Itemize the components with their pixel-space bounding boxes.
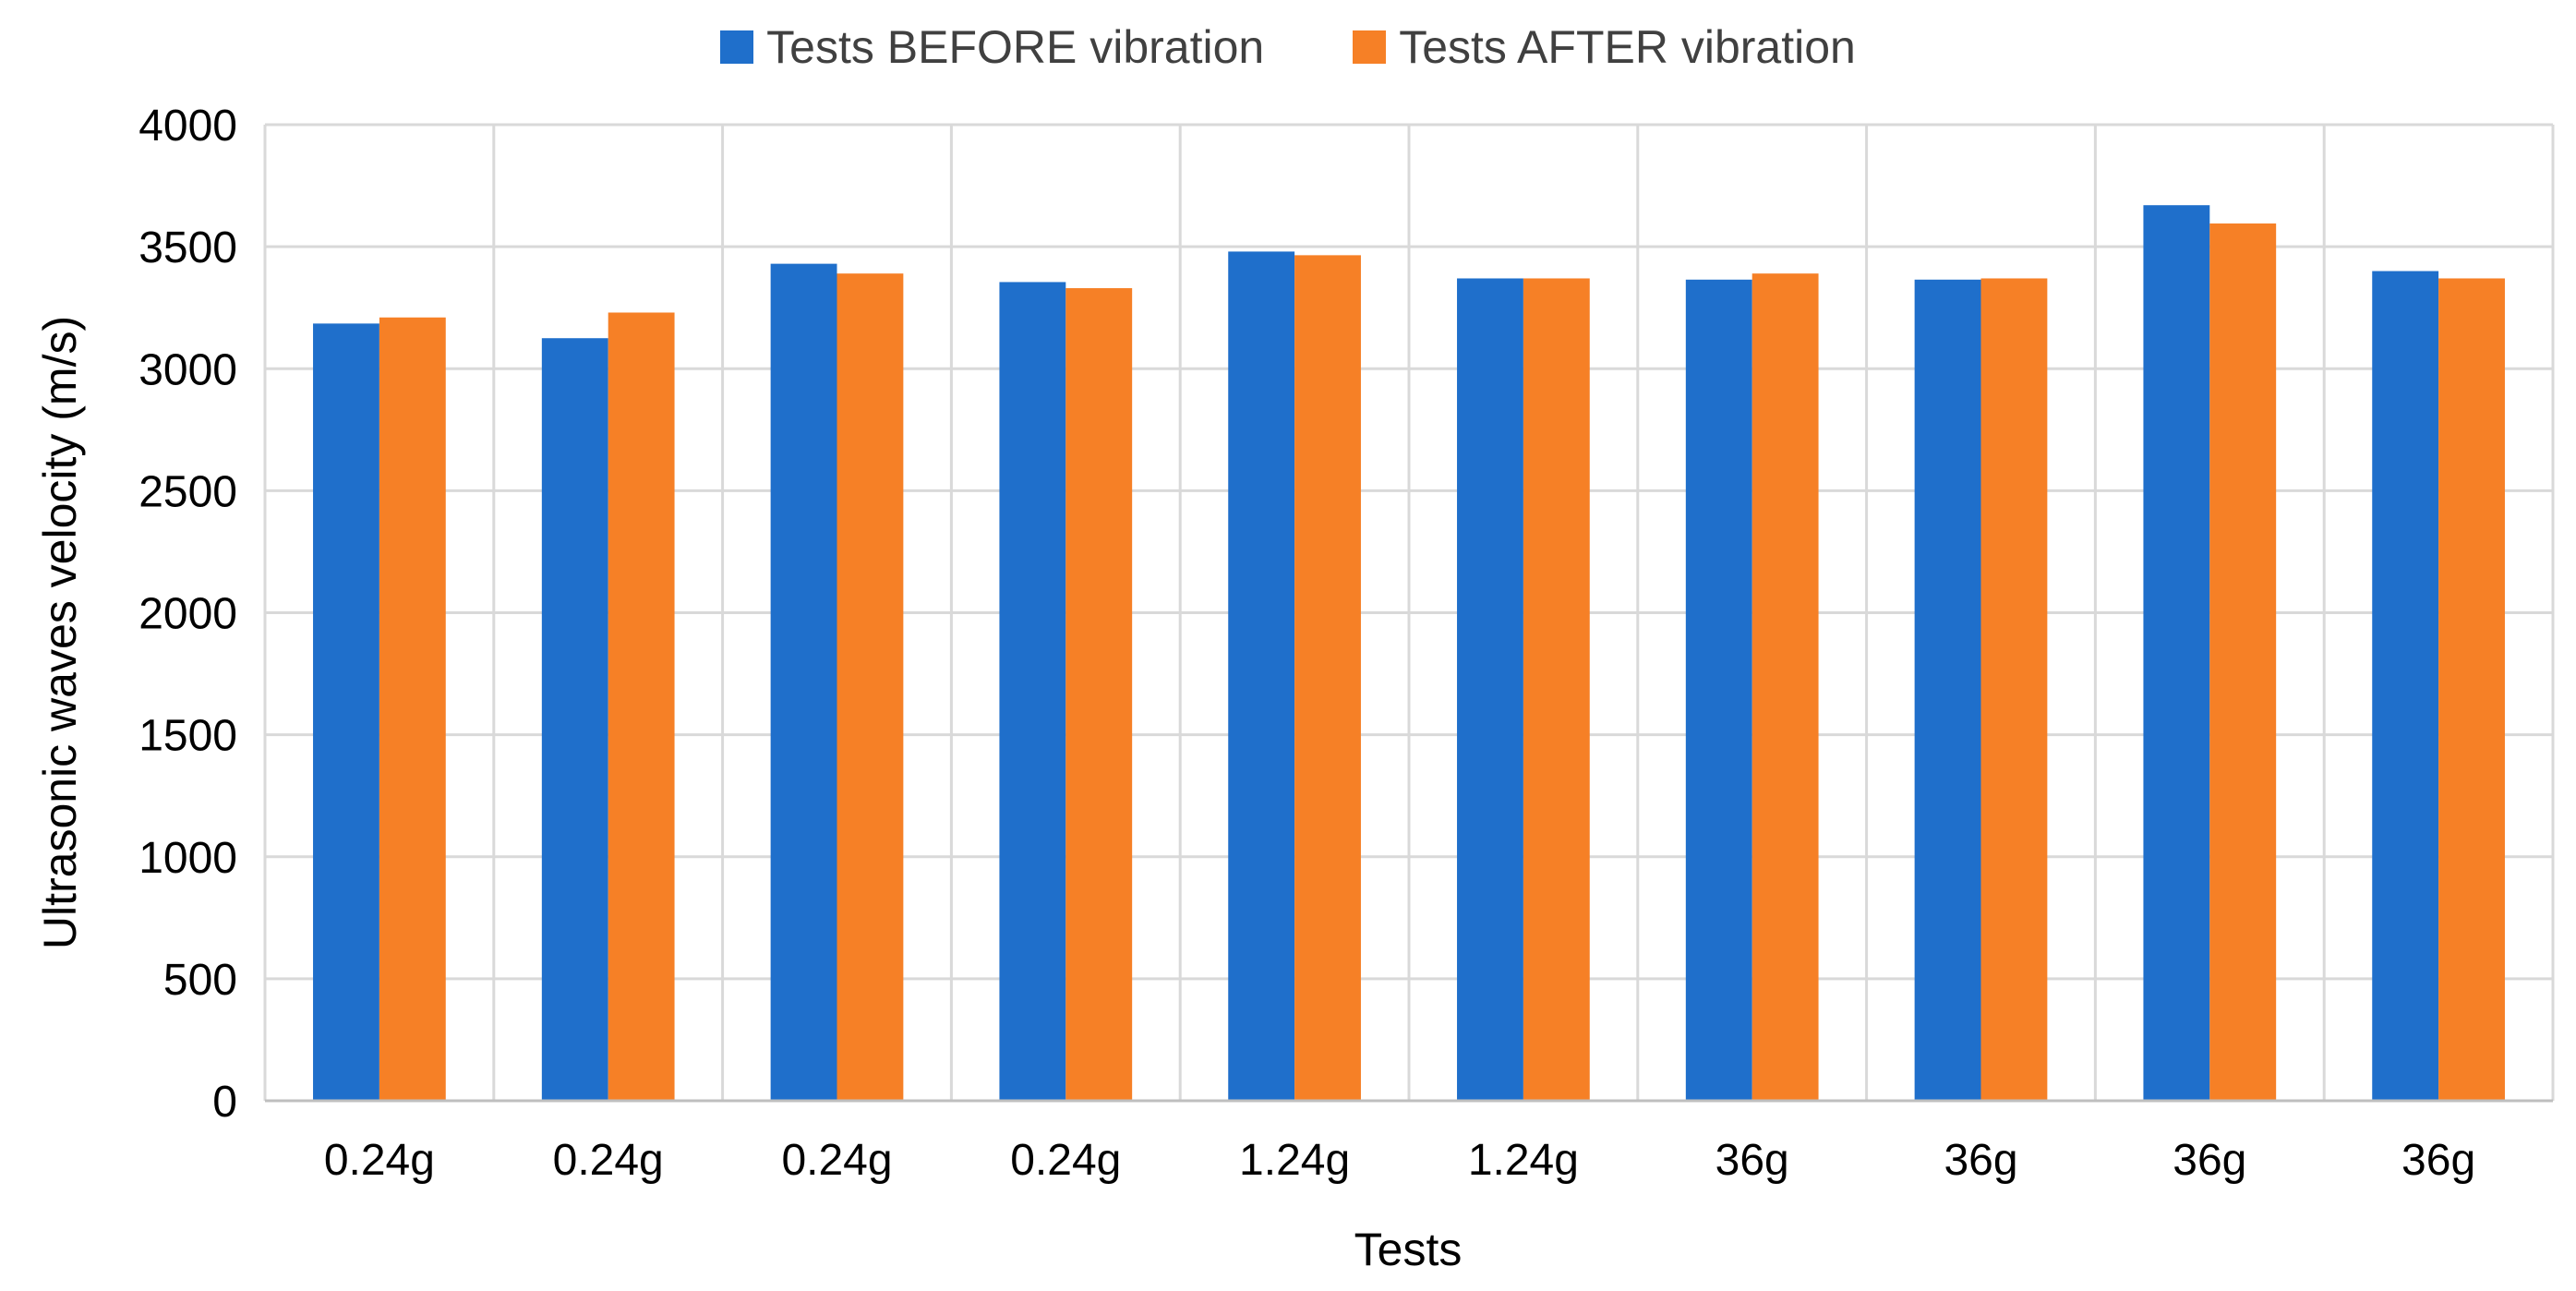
y-tick-label: 4000 — [138, 102, 237, 151]
y-tick-label: 1500 — [138, 712, 237, 761]
y-tick-label: 3500 — [138, 223, 237, 272]
bar-before-vibration — [313, 323, 379, 1101]
category-group — [2143, 205, 2277, 1102]
bar-after-vibration — [1065, 288, 1133, 1101]
x-tick-label: 36g — [1715, 1136, 1789, 1185]
category-group — [770, 263, 904, 1101]
bar-after-vibration — [2209, 223, 2277, 1102]
category-group — [999, 282, 1133, 1101]
bar-after-vibration — [837, 273, 904, 1101]
category-group — [541, 312, 675, 1101]
bar-before-vibration — [541, 338, 608, 1101]
bar-before-vibration — [1914, 279, 1981, 1102]
y-tick-label: 500 — [163, 956, 237, 1005]
bar-before-vibration — [2372, 271, 2439, 1101]
y-axis-title: Ultrasonic waves velocity (m/s) — [34, 316, 86, 949]
x-tick-label: 1.24g — [1468, 1136, 1579, 1185]
legend-label-before: Tests BEFORE vibration — [766, 21, 1265, 73]
y-tick-label: 0 — [212, 1078, 237, 1127]
bar-after-vibration — [1294, 255, 1361, 1101]
x-tick-label: 36g — [2173, 1136, 2246, 1185]
category-group — [2372, 271, 2505, 1101]
bar-after-vibration — [2438, 278, 2505, 1101]
bar-groups — [313, 205, 2505, 1102]
y-tick-label: 2500 — [138, 467, 237, 516]
x-tick-label: 36g — [1944, 1136, 2017, 1185]
y-tick-label: 3000 — [138, 345, 237, 394]
x-tick-label: 0.24g — [1010, 1136, 1121, 1185]
legend-label-after: Tests AFTER vibration — [1399, 21, 1856, 73]
bar-after-vibration — [1751, 273, 1819, 1101]
x-tick-label: 0.24g — [553, 1136, 664, 1185]
bar-before-vibration — [1457, 278, 1523, 1101]
axes: 0 500 1000 1500 2000 2500 3000 3500 4000 0.24g 0.2… — [138, 102, 2553, 1185]
bar-before-vibration — [999, 282, 1066, 1101]
y-tick-label: 2000 — [138, 590, 237, 639]
x-tick-label: 0.24g — [324, 1136, 435, 1185]
bar-after-vibration — [1523, 278, 1590, 1101]
chart-legend: Tests BEFORE vibration Tests AFTER vibra… — [0, 20, 2576, 74]
bar-before-vibration — [1228, 251, 1295, 1101]
category-group — [313, 317, 446, 1101]
category-group — [1914, 278, 2048, 1102]
legend-swatch-after — [1353, 30, 1387, 64]
category-group — [1685, 273, 1819, 1102]
x-tick-label: 36g — [2401, 1136, 2475, 1185]
y-tick-label: 1000 — [138, 834, 237, 883]
x-tick-label: 0.24g — [781, 1136, 892, 1185]
category-group — [1457, 278, 1590, 1101]
bar-before-vibration — [1685, 279, 1752, 1102]
bar-before-vibration — [2143, 205, 2210, 1101]
bar-after-vibration — [379, 317, 446, 1101]
bar-after-vibration — [608, 312, 675, 1101]
bar-before-vibration — [770, 263, 837, 1101]
legend-swatch-before — [720, 30, 754, 64]
x-axis-title: Tests — [1354, 1224, 1463, 1275]
bar-after-vibration — [1980, 278, 2048, 1101]
legend-item-after: Tests AFTER vibration — [1353, 20, 1856, 74]
category-group — [1228, 251, 1361, 1101]
x-tick-label: 1.24g — [1239, 1136, 1350, 1185]
legend-item-before: Tests BEFORE vibration — [720, 20, 1264, 74]
